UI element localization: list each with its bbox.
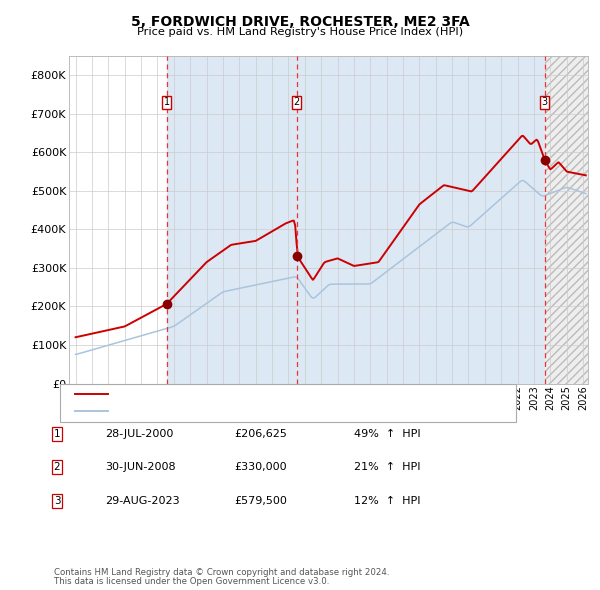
Text: 21%  ↑  HPI: 21% ↑ HPI bbox=[354, 463, 421, 472]
Bar bbox=[545, 56, 588, 384]
Text: 1: 1 bbox=[164, 97, 170, 107]
Text: £206,625: £206,625 bbox=[234, 429, 287, 438]
Text: 5, FORDWICH DRIVE, ROCHESTER, ME2 3FA: 5, FORDWICH DRIVE, ROCHESTER, ME2 3FA bbox=[131, 15, 469, 30]
Text: 3: 3 bbox=[53, 496, 61, 506]
Text: Price paid vs. HM Land Registry's House Price Index (HPI): Price paid vs. HM Land Registry's House … bbox=[137, 27, 463, 37]
Text: 3: 3 bbox=[542, 97, 548, 107]
Text: This data is licensed under the Open Government Licence v3.0.: This data is licensed under the Open Gov… bbox=[54, 577, 329, 586]
Text: 30-JUN-2008: 30-JUN-2008 bbox=[105, 463, 176, 472]
Text: 5, FORDWICH DRIVE, ROCHESTER, ME2 3FA (detached house): 5, FORDWICH DRIVE, ROCHESTER, ME2 3FA (d… bbox=[114, 389, 436, 399]
Text: 28-JUL-2000: 28-JUL-2000 bbox=[105, 429, 173, 438]
Bar bbox=[296, 56, 545, 384]
Bar bbox=[167, 56, 296, 384]
Text: 2: 2 bbox=[293, 97, 299, 107]
Text: 2: 2 bbox=[53, 463, 61, 472]
Text: 29-AUG-2023: 29-AUG-2023 bbox=[105, 496, 179, 506]
Text: £579,500: £579,500 bbox=[234, 496, 287, 506]
Text: 1: 1 bbox=[53, 429, 61, 438]
Text: £330,000: £330,000 bbox=[234, 463, 287, 472]
Text: Contains HM Land Registry data © Crown copyright and database right 2024.: Contains HM Land Registry data © Crown c… bbox=[54, 568, 389, 577]
Text: 12%  ↑  HPI: 12% ↑ HPI bbox=[354, 496, 421, 506]
Text: 49%  ↑  HPI: 49% ↑ HPI bbox=[354, 429, 421, 438]
Text: HPI: Average price, detached house, Medway: HPI: Average price, detached house, Medw… bbox=[114, 406, 350, 416]
